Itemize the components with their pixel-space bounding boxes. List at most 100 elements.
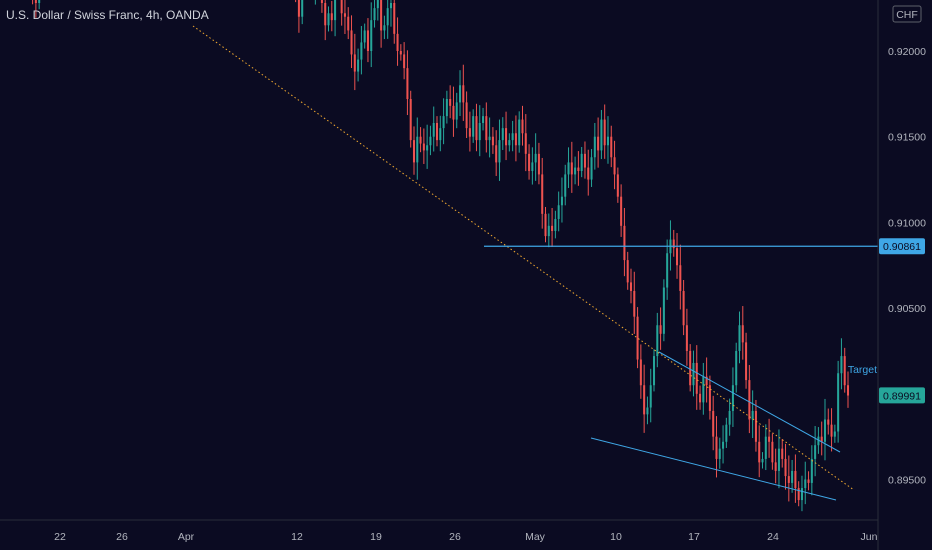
candle-body xyxy=(547,225,550,237)
candle-body xyxy=(580,153,583,171)
candle-body xyxy=(567,162,570,175)
candle-body xyxy=(725,424,728,442)
target-price-badge xyxy=(879,238,925,255)
candle-body xyxy=(685,325,688,351)
candle-body xyxy=(320,0,323,4)
time-axis[interactable]: 22 26 Apr 12 19 26 May 10 17 24 Jun xyxy=(54,531,877,543)
candle-body xyxy=(794,470,797,489)
time-tick-label: 24 xyxy=(767,531,779,543)
candle-body xyxy=(718,448,721,459)
candle-body xyxy=(833,431,836,437)
candle-body xyxy=(577,167,580,171)
candle-body xyxy=(781,448,784,459)
candle-body xyxy=(537,153,540,175)
candle-body xyxy=(370,20,373,51)
candle-body xyxy=(389,3,392,9)
candle-body xyxy=(807,479,810,483)
candle-body xyxy=(748,380,751,420)
candle-body xyxy=(656,325,659,357)
candle-body xyxy=(810,458,813,483)
candle-body xyxy=(386,8,389,26)
candle-body xyxy=(528,153,531,171)
candle-body xyxy=(754,410,757,442)
time-tick-label: 17 xyxy=(688,531,700,543)
candle-body xyxy=(416,136,419,163)
price-axis[interactable]: 0.950000.945000.940000.935000.930000.925… xyxy=(879,0,926,487)
candle-body xyxy=(560,196,563,206)
candle-body xyxy=(396,33,399,51)
candle-body xyxy=(606,136,609,146)
candle-body xyxy=(672,239,675,249)
candle-body xyxy=(462,85,465,103)
candle-body xyxy=(814,445,817,459)
candle-body xyxy=(373,8,376,21)
candle-body xyxy=(380,0,383,31)
candle-body xyxy=(840,356,843,374)
candle-body xyxy=(597,136,600,151)
chart-title: U.S. Dollar / Swiss Franc, 4h, OANDA xyxy=(6,8,209,22)
candle-body xyxy=(817,436,820,446)
candle-body xyxy=(491,136,494,146)
candle-body xyxy=(468,128,471,137)
candle-body xyxy=(357,59,360,72)
candle-body xyxy=(449,98,452,106)
candle-body xyxy=(514,133,517,146)
candle-body xyxy=(583,153,586,168)
candle-body xyxy=(330,13,333,21)
candle-body xyxy=(521,119,524,134)
candle-body xyxy=(465,102,468,129)
candle-body xyxy=(620,196,623,226)
price-tick-label: 0.91500 xyxy=(888,132,926,144)
candle-body xyxy=(774,462,777,471)
candle-body xyxy=(741,325,744,343)
candle-body xyxy=(534,153,537,163)
last-price-badge xyxy=(879,387,925,404)
candle-body xyxy=(544,213,547,237)
candle-body xyxy=(524,133,527,154)
candle-body xyxy=(334,0,337,21)
channel-lower-line[interactable] xyxy=(590,437,837,501)
candle-body xyxy=(705,376,708,386)
target-price-value: 0.90861 xyxy=(883,241,921,253)
candle-body xyxy=(768,436,771,442)
candle-body xyxy=(551,225,554,231)
candle-body xyxy=(445,98,448,117)
candle-body xyxy=(823,419,827,442)
candle-body xyxy=(639,359,642,386)
candle-body xyxy=(419,136,422,144)
candle-body xyxy=(761,458,764,463)
time-tick-label: 10 xyxy=(610,531,622,543)
candle-body xyxy=(600,119,603,151)
candle-body xyxy=(501,128,504,141)
candle-body xyxy=(626,260,629,283)
channel-upper-line[interactable] xyxy=(658,351,841,453)
candle-body xyxy=(702,376,705,403)
candle-body xyxy=(340,0,343,14)
candle-body xyxy=(366,30,369,51)
candle-body xyxy=(426,145,429,151)
candle-body xyxy=(837,373,840,432)
candle-body xyxy=(731,385,734,411)
currency-badge xyxy=(892,5,922,23)
candle-body xyxy=(587,167,590,180)
candle-body xyxy=(830,424,833,437)
candle-body xyxy=(508,140,511,146)
time-tick-label: Jun xyxy=(861,531,878,543)
candle-body xyxy=(495,145,498,163)
candle-body xyxy=(643,385,646,415)
candle-body xyxy=(376,0,379,9)
candle-body xyxy=(758,441,761,463)
time-tick-label: 22 xyxy=(54,531,66,543)
candle-body xyxy=(422,143,425,151)
annotations-layer xyxy=(192,25,878,501)
candle-body xyxy=(652,356,656,386)
target-label: Target xyxy=(848,364,877,376)
candle-body xyxy=(442,116,445,129)
price-tick-label: 0.90500 xyxy=(888,303,926,315)
candle-body xyxy=(541,174,544,214)
candle-body xyxy=(505,128,508,146)
trendline[interactable] xyxy=(192,25,855,491)
candle-body xyxy=(764,436,767,459)
candle-body xyxy=(751,410,754,420)
